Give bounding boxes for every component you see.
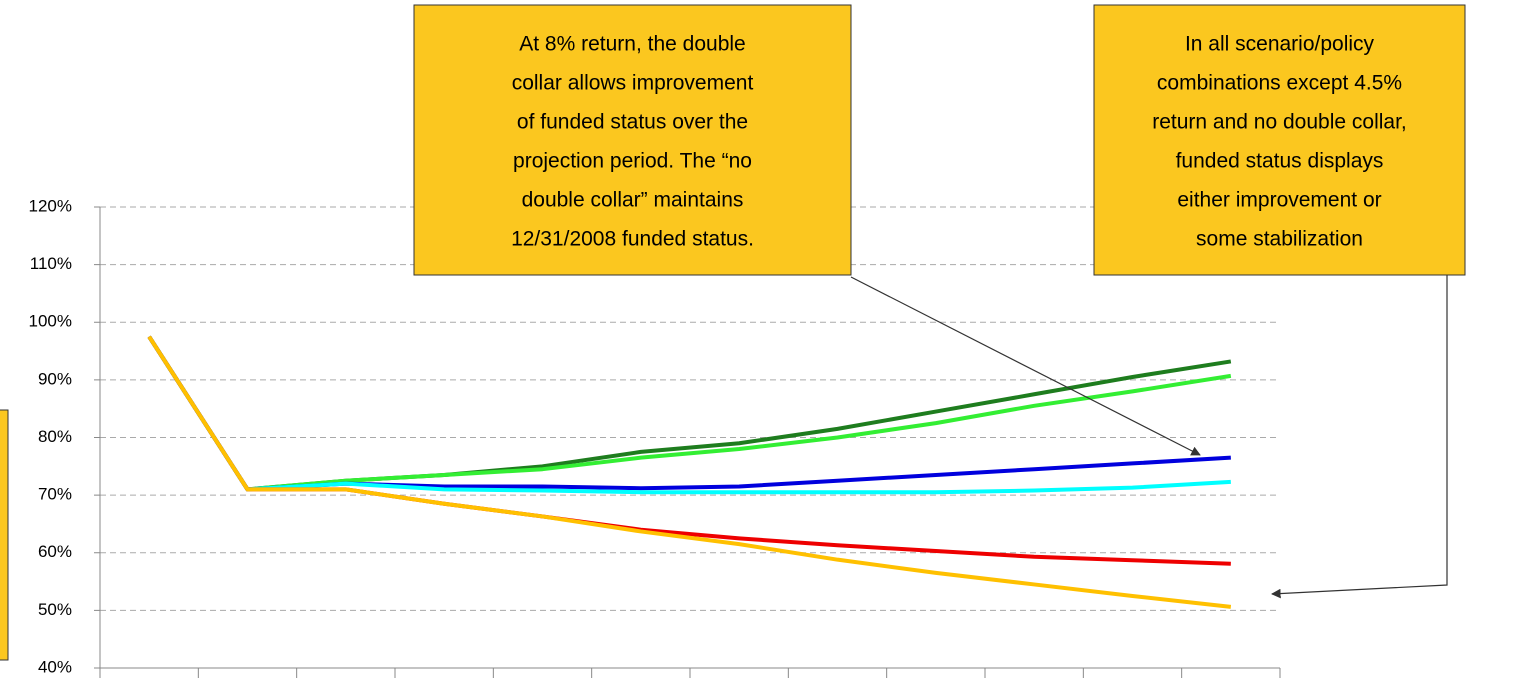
arrow <box>850 276 1201 456</box>
annotation-text: double collar” maintains <box>522 189 744 212</box>
series-line <box>147 335 1231 492</box>
annotation-text: either improvement or <box>1177 189 1381 212</box>
annotation-text: some stabilization <box>1196 228 1363 251</box>
y-tick-label: 120% <box>29 196 72 215</box>
y-tick-label: 70% <box>38 485 72 504</box>
annotation-text: funded status displays <box>1176 150 1384 173</box>
annotation-box <box>1093 4 1466 276</box>
annotation-box <box>413 4 852 276</box>
annotation-text: combinations except 4.5% <box>1157 72 1402 95</box>
y-tick-label: 100% <box>29 312 72 331</box>
annotation-text: In all scenario/policy <box>1185 33 1375 56</box>
y-tick-label: 90% <box>38 369 72 388</box>
partial-box <box>0 409 9 661</box>
y-tick-label: 80% <box>38 427 72 446</box>
y-tick-label: 40% <box>38 657 72 676</box>
series-line <box>147 335 1232 492</box>
annotation-text: projection period. The “no <box>513 150 752 173</box>
series-line <box>147 335 1231 495</box>
arrow <box>1271 275 1448 599</box>
annotation-text: collar allows improvement <box>512 72 754 95</box>
series-line <box>147 335 1231 566</box>
y-tick-label: 60% <box>38 542 72 561</box>
annotation-text: return and no double collar, <box>1152 111 1407 134</box>
series-line <box>147 335 1232 609</box>
annotation-text: 12/31/2008 funded status. <box>511 228 754 251</box>
annotation-text: At 8% return, the double <box>519 33 745 56</box>
annotation-text: of funded status over the <box>517 111 748 134</box>
y-tick-label: 50% <box>38 600 72 619</box>
y-tick-label: 110% <box>30 254 72 273</box>
